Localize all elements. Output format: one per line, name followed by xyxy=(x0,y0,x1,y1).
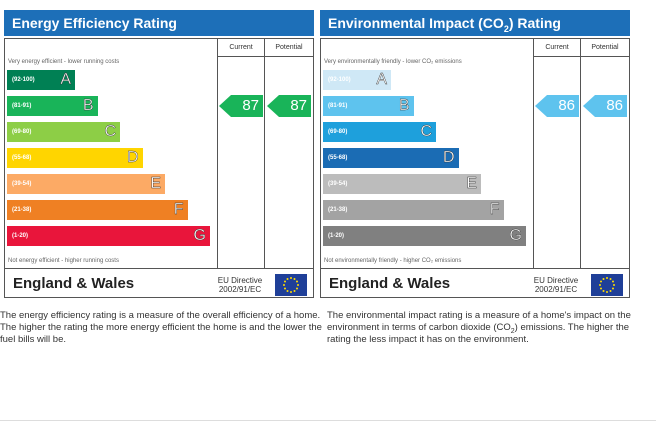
band-range-label: (1-20) xyxy=(328,233,345,239)
rating-band-b: (81-91) B xyxy=(7,96,98,116)
environment-description-end: ) emissions. The higher the rating the l… xyxy=(327,322,630,345)
environmental-impact-title: Environmental Impact (CO2) Rating xyxy=(320,10,630,36)
top-note: Very energy efficient - lower running co… xyxy=(8,59,120,65)
bottom-note: Not environmentally friendly - higher CO… xyxy=(324,258,462,264)
rating-band-g: (1-20) G xyxy=(7,226,210,246)
current-rating-arrow: 87 xyxy=(219,95,263,117)
directive-label: EU Directive 2002/91/EC xyxy=(217,276,263,294)
rating-band-c: (69-80) C xyxy=(323,122,436,142)
potential-rating-arrow: 86 xyxy=(583,95,627,117)
title-subscript: 2 xyxy=(503,23,509,34)
environment-description-subscript: 2 xyxy=(510,327,515,335)
band-letter-label: B xyxy=(398,97,410,114)
band-range-label: (81-91) xyxy=(12,103,32,109)
rating-band-c: (69-80) C xyxy=(7,122,120,142)
band-range-label: (39-54) xyxy=(12,181,32,187)
chart-bottom-rule xyxy=(321,268,629,269)
title-text: Environmental Impact (CO xyxy=(328,15,504,31)
eu-flag-icon xyxy=(591,274,623,296)
band-range-label: (39-54) xyxy=(328,181,348,187)
band-range-label: (55-68) xyxy=(12,155,32,161)
band-letter-label: G xyxy=(509,227,522,244)
potential-column-header: Potential xyxy=(265,39,313,57)
eu-stars-icon xyxy=(283,277,299,293)
energy-efficiency-title: Energy Efficiency Rating xyxy=(4,10,314,36)
band-letter-label: D xyxy=(442,149,455,166)
column-divider xyxy=(533,39,534,269)
band-range-label: (92-100) xyxy=(12,77,35,83)
chart-bottom-rule xyxy=(5,268,313,269)
band-range-label: (69-80) xyxy=(12,129,32,135)
rating-band-b: (81-91) B xyxy=(323,96,414,116)
environment-description: The environmental impact rating is a mea… xyxy=(327,310,652,346)
energy-efficiency-chart: Current Potential Very energy efficient … xyxy=(4,38,314,298)
band-letter-label: B xyxy=(82,97,94,114)
band-range-label: (69-80) xyxy=(328,129,348,135)
region-label: England & Wales xyxy=(13,275,135,292)
rating-band-g: (1-20) G xyxy=(323,226,526,246)
current-rating-arrow: 86 xyxy=(535,95,579,117)
band-letter-label: F xyxy=(173,201,184,218)
bottom-note: Not energy efficient - higher running co… xyxy=(8,258,119,264)
band-range-label: (92-100) xyxy=(328,77,351,83)
rating-band-e: (39-54) E xyxy=(7,174,165,194)
region-label: England & Wales xyxy=(329,275,451,292)
environment-description-start: The environmental impact rating is a mea… xyxy=(327,310,631,333)
rating-band-f: (21-38) F xyxy=(7,200,188,220)
band-range-label: (1-20) xyxy=(12,233,29,239)
energy-description: The energy efficiency rating is a measur… xyxy=(0,310,322,345)
band-letter-label: D xyxy=(126,149,139,166)
band-letter-label: F xyxy=(489,201,500,218)
energy-efficiency-panel: Energy Efficiency Rating Current Potenti… xyxy=(4,10,314,298)
eu-stars-icon xyxy=(599,277,615,293)
band-letter-label: E xyxy=(150,175,161,192)
band-range-label: (81-91) xyxy=(328,103,348,109)
frame-divider xyxy=(0,420,656,421)
rating-band-a: (92-100) A xyxy=(7,70,75,90)
rating-band-d: (55-68) D xyxy=(323,148,459,168)
rating-band-d: (55-68) D xyxy=(7,148,143,168)
directive-label: EU Directive 2002/91/EC xyxy=(533,276,579,294)
band-range-label: (55-68) xyxy=(328,155,348,161)
band-letter-label: C xyxy=(104,123,116,140)
current-column-header: Current xyxy=(218,39,264,57)
title-text-end: ) Rating xyxy=(508,15,561,31)
column-divider xyxy=(580,39,581,269)
potential-rating-arrow: 87 xyxy=(267,95,311,117)
rating-band-e: (39-54) E xyxy=(323,174,481,194)
eu-flag-icon xyxy=(275,274,307,296)
rating-band-a: (92-100) A xyxy=(323,70,391,90)
band-letter-label: A xyxy=(376,71,387,88)
top-note: Very environmentally friendly - lower CO… xyxy=(324,59,462,65)
band-letter-label: C xyxy=(420,123,432,140)
band-letter-label: E xyxy=(466,175,477,192)
column-divider xyxy=(217,39,218,269)
environmental-impact-panel: Environmental Impact (CO2) Rating Curren… xyxy=(320,10,630,298)
band-letter-label: G xyxy=(193,227,206,244)
potential-column-header: Potential xyxy=(581,39,629,57)
band-range-label: (21-38) xyxy=(328,207,348,213)
rating-band-f: (21-38) F xyxy=(323,200,504,220)
band-range-label: (21-38) xyxy=(12,207,32,213)
column-divider xyxy=(264,39,265,269)
band-letter-label: A xyxy=(60,71,71,88)
current-column-header: Current xyxy=(534,39,580,57)
environmental-impact-chart: Current Potential Very environmentally f… xyxy=(320,38,630,298)
